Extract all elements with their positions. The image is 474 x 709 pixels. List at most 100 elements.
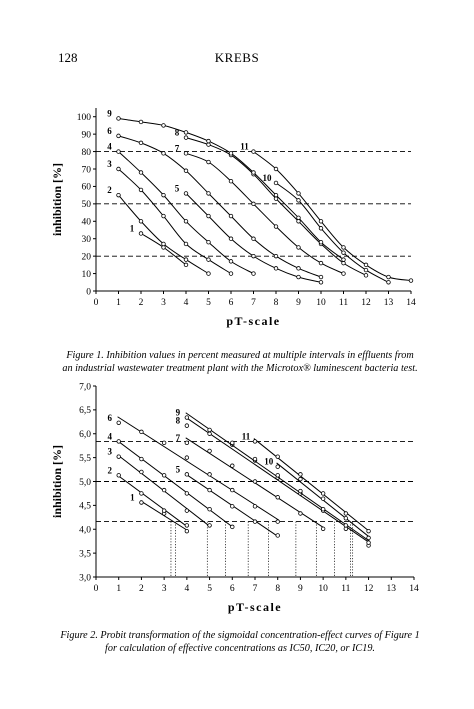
fig1-series-9-point [273, 192, 279, 198]
fig1-series-4-point [116, 149, 121, 154]
fig1-series-7-curve [185, 152, 344, 275]
fig1-y-tick-label: 0 [86, 287, 91, 297]
fig2-y-tick-label: 3,0 [79, 573, 91, 583]
fig1-series-7-label: 7 [175, 143, 180, 153]
fig2-series-9-point [230, 440, 235, 446]
fig2-series-9-point [275, 473, 280, 478]
fig1-series-7-point [228, 178, 234, 184]
fig2-x-tick-label: 12 [364, 584, 374, 594]
running-head: KREBS [214, 50, 260, 65]
fig1-y-tick-label: 100 [77, 113, 92, 123]
fig1-series-2-curve [118, 194, 209, 275]
fig1-x-tick-label: 2 [139, 298, 144, 308]
fig2-series-6-point [275, 519, 280, 524]
fig2-series-3-label: 3 [107, 447, 112, 457]
fig1-series-9-point [183, 130, 189, 135]
fig2-series-6-point [207, 472, 212, 477]
figure2-caption-line1: Figure 2. Probit transformation of the s… [60, 630, 420, 641]
page-header: 128 KREBS [0, 50, 474, 70]
fig2-series-7-point [320, 526, 326, 531]
fig2-series-10-point [343, 516, 349, 521]
fig2-series-6-point [252, 504, 258, 509]
fig2-series-6-point [116, 420, 121, 425]
fig2-series-9-label: 9 [176, 408, 181, 418]
fig2-series-9-point [184, 415, 190, 420]
fig1-series-5-point [228, 236, 234, 241]
fig2-series-3-point [207, 523, 212, 528]
fig1-series-7-point [251, 201, 256, 207]
fig1-series-7-point [273, 224, 279, 229]
fig1-series-5-point [183, 191, 189, 196]
fig1-series-6-point [251, 236, 256, 241]
fig1-series-2-point [206, 271, 211, 276]
fig1-series-9-point [318, 239, 324, 245]
fig2-series-1-label: 1 [130, 493, 135, 503]
fig2-series-7-point [275, 495, 280, 500]
fig2-series-9-point [366, 540, 371, 545]
fig1-y-tick-label: 40 [82, 218, 92, 228]
fig2-series-8-line [185, 416, 370, 544]
fig1-series-4-point [183, 219, 189, 224]
fig2-x-axis-title: pT-scale [228, 600, 282, 614]
fig1-series-11-point [318, 219, 324, 224]
fig1-series-5-point [251, 253, 256, 259]
figure2-chart: 0 1 2 3 4 5 6 7 8 9 10 11 12 13 143,03,54,04,55,05,56,… [50, 382, 419, 614]
page-number: 128 [58, 50, 78, 65]
fig1-series-5-point [206, 213, 211, 219]
fig2-series-4-point [207, 506, 212, 512]
fig2-series-11-label: 11 [242, 431, 251, 441]
fig2-y-tick-label: 6,5 [79, 406, 91, 416]
fig2-x-tick-label: 2 [139, 584, 144, 594]
fig2-series-10-point [366, 535, 371, 541]
fig1-series-10-curve [275, 182, 389, 283]
fig2-series-8-point [184, 423, 190, 428]
fig1-series-5-label: 5 [175, 183, 180, 193]
fig1-x-tick-label: 13 [384, 298, 394, 308]
fig1-series-8-point [363, 273, 369, 278]
fig2-series-5-point [184, 472, 190, 477]
fig2-series-11-line [253, 438, 371, 532]
fig1-series-4-point [251, 271, 256, 276]
fig1-y-tick-label: 10 [82, 270, 92, 280]
fig2-series-6-point [161, 440, 167, 446]
fig2-series-4-point [230, 524, 235, 530]
fig2-series-7-point [252, 479, 258, 484]
fig1-series-1-point [138, 231, 144, 236]
fig2-series-2-label: 2 [107, 465, 112, 475]
fig1-series-7-point [183, 151, 189, 156]
figure1-chart: 0 1 2 3 4 5 6 7 8 9 10 11 12 13 1401020304050607080901… [50, 108, 416, 328]
fig2-series-4-point [184, 491, 190, 496]
fig2-x-tick-label: 10 [318, 584, 328, 594]
fig2-x-tick-label: 6 [230, 584, 235, 594]
fig2-series-4-label: 4 [107, 431, 112, 441]
fig1-series-5-point [296, 274, 301, 280]
fig1-series-8-label: 8 [175, 128, 180, 138]
fig2-y-axis-title: inhibition [%] [50, 445, 64, 518]
fig2-series-7-point [298, 511, 303, 516]
fig2-series-9-point [207, 427, 212, 433]
fig2-series-4-point [116, 439, 121, 444]
fig2-series-3-point [139, 469, 144, 475]
fig1-series-1-label: 1 [130, 223, 135, 233]
fig1-series-11-point [408, 278, 414, 283]
fig1-series-11-label: 11 [240, 142, 249, 152]
fig2-series-6-point [139, 429, 144, 435]
fig1-series-7-point [206, 159, 211, 165]
fig1-x-tick-label: 6 [229, 298, 234, 308]
fig1-series-1-point [183, 262, 189, 268]
fig1-series-10-point [296, 198, 301, 203]
fig2-series-10-point [298, 476, 303, 482]
fig1-series-10-point [363, 267, 369, 273]
fig2-series-10-point [275, 464, 280, 469]
fig1-x-tick-label: 14 [406, 298, 416, 308]
fig2-y-tick-label: 5,0 [79, 478, 91, 488]
fig1-series-9-point [296, 215, 301, 220]
fig1-series-11-point [296, 191, 301, 196]
fig2-series-4-point [161, 473, 167, 478]
fig1-series-7-point [318, 260, 324, 266]
fig1-series-3-point [228, 271, 234, 276]
fig1-series-2-label: 2 [107, 185, 112, 195]
fig1-series-2-point [161, 241, 166, 247]
fig1-series-3-point [161, 213, 166, 219]
fig1-series-3-point [138, 187, 144, 193]
